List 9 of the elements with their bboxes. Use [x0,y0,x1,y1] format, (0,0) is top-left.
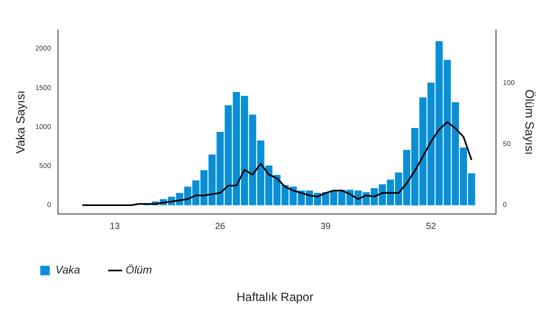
x-tick-label: 13 [110,221,120,232]
x-axis-title: Haftalık Rapor [236,290,314,304]
y2-axis-title: Ölüm Sayısı [522,89,536,155]
legend-label: Vaka [56,264,80,277]
y-axis-title: Vaka Sayısı [14,90,28,154]
x-tick-label: 52 [426,221,436,232]
x-tick-label: 26 [215,221,226,232]
x-tick-label: 39 [320,221,331,232]
legend-label: Ölüm [126,264,152,277]
